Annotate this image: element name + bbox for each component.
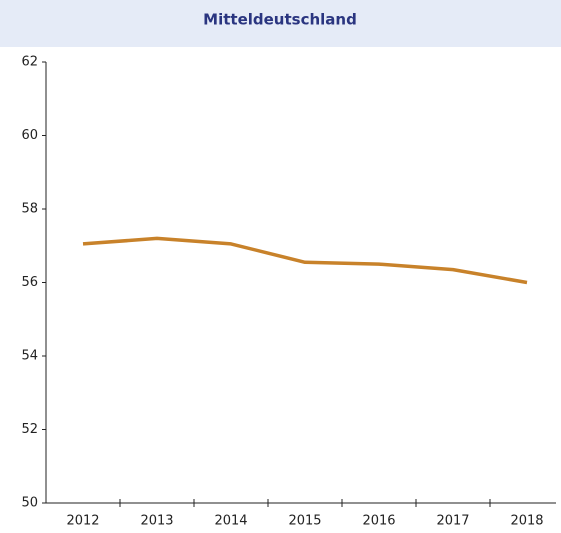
y-tick-label: 60 <box>21 128 38 143</box>
title-band <box>0 0 561 47</box>
y-tick-label: 52 <box>21 422 38 437</box>
y-tick-label: 54 <box>21 349 38 364</box>
x-tick-label: 2012 <box>66 514 99 529</box>
chart-title: Mitteldeutschland <box>203 11 357 29</box>
y-tick-label: 56 <box>21 275 38 290</box>
y-tick-label: 62 <box>21 55 38 70</box>
y-tick-label: 58 <box>21 202 38 217</box>
x-tick-label: 2017 <box>436 514 469 529</box>
x-tick-label: 2016 <box>362 514 395 529</box>
data-line <box>82 236 528 285</box>
x-tick-label: 2014 <box>214 514 247 529</box>
y-tick-label: 50 <box>21 496 38 511</box>
x-tick-label: 2015 <box>288 514 321 529</box>
x-tick-label: 2018 <box>510 514 543 529</box>
x-tick-label: 2013 <box>140 514 173 529</box>
